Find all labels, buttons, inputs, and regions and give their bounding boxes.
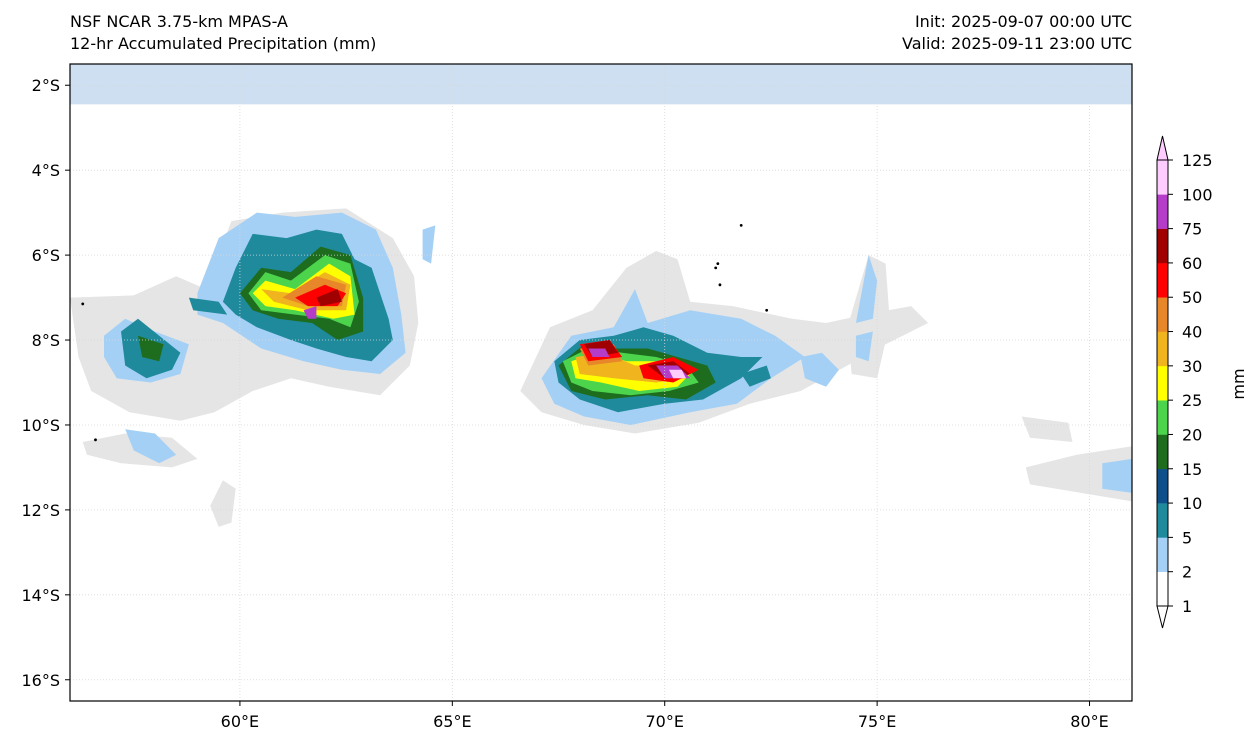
precip-region-2mm [800,352,839,387]
island-coastline [716,262,720,265]
island-coastline [765,308,769,312]
precip-region-75mm [588,348,610,357]
colorbar-segment [1157,160,1168,195]
field-title: 12-hr Accumulated Precipitation (mm) [70,34,377,53]
lon-tick-label: 80°E [1070,712,1108,731]
lon-tick-label: 70°E [645,712,683,731]
precip-region-2mm [125,429,177,464]
map-header-left: NSF NCAR 3.75-km MPAS-A 12-hr Accumulate… [70,11,376,55]
colorbar-segment [1157,537,1168,572]
colorbar-tick-label: 5 [1182,528,1192,547]
island-coastline [81,302,85,306]
colorbar-segment [1157,571,1168,607]
precip-region-2mm [422,225,436,264]
island-coastline [714,266,718,270]
precip-region-2mm [1102,458,1132,493]
precip-region-5mm [188,297,228,315]
precip-region-60mm [316,289,342,307]
lat-tick-label: 6°S [32,246,60,265]
colorbar-segment [1157,400,1168,435]
colorbar-tick-label: 15 [1182,460,1202,479]
lon-tick-label: 60°E [221,712,259,731]
lat-tick-label: 2°S [32,76,60,95]
colorbar-tick-label: 30 [1182,357,1202,376]
lat-tick-label: 8°S [32,331,60,350]
colorbar-unit-label: mm [1229,368,1248,399]
top-band [70,64,1132,105]
colorbar-tick-label: 1 [1182,597,1192,616]
colorbar-tick-label: 2 [1182,563,1192,582]
colorbar-tick-label: 75 [1182,220,1202,239]
colorbar-extend-min [1156,605,1169,629]
precip-region-2mm [855,331,873,362]
island-coastline [718,283,722,287]
colorbar-tick-label: 20 [1182,425,1202,444]
colorbar-tick-label: 40 [1182,323,1202,342]
map-frame [69,63,1133,702]
colorbar-segment [1157,331,1168,367]
colorbar-segment [1157,503,1168,538]
island-coastline [739,223,743,227]
precip-region-1mm [210,480,236,527]
model-title: NSF NCAR 3.75-km MPAS-A [70,12,288,31]
colorbar-tick-label: 100 [1182,185,1213,204]
map-header-right: Init: 2025-09-07 00:00 UTC Valid: 2025-0… [902,11,1132,55]
colorbar-tick-label: 60 [1182,254,1202,273]
precip-region-100mm [669,369,686,379]
colorbar-tick-label: 10 [1182,494,1202,513]
init-time: Init: 2025-09-07 00:00 UTC [914,12,1132,31]
map-layer: 60°E 65°E 70°E 75°E 80°E 2°S 4°S 6°S 8°S 10°S 12°S… [21,63,1133,731]
precip-region-5mm [741,365,771,387]
lat-tick-label: 14°S [21,586,60,605]
colorbar-tick-label: 125 [1182,151,1213,170]
lon-tick-label: 65°E [433,712,471,731]
precip-region-2mm [855,255,878,323]
colorbar-segment [1157,434,1168,470]
island-coastline [94,438,97,442]
colorbar-segment [1157,194,1168,229]
lat-tick-label: 4°S [32,161,60,180]
lat-tick-label: 12°S [21,501,60,520]
valid-time: Valid: 2025-09-11 23:00 UTC [901,34,1132,53]
map-plot-area [70,64,1132,701]
lon-tick-label: 75°E [858,712,896,731]
colorbar-tick-label: 25 [1182,391,1202,410]
lat-tick-label: 16°S [21,671,60,690]
precip-region-15mm [138,335,164,362]
colorbar-segment [1157,228,1168,264]
colorbar-segment [1157,262,1168,298]
lat-tick-label: 10°S [21,416,60,435]
colorbar-segment [1157,365,1168,401]
colorbar-segment [1157,297,1168,332]
colorbar-extend-max [1156,135,1169,161]
colorbar-segment [1157,468,1168,504]
precip-region-1mm [1021,416,1073,442]
colorbar-tick-label: 50 [1182,288,1202,307]
precip-region-75mm [303,306,317,319]
